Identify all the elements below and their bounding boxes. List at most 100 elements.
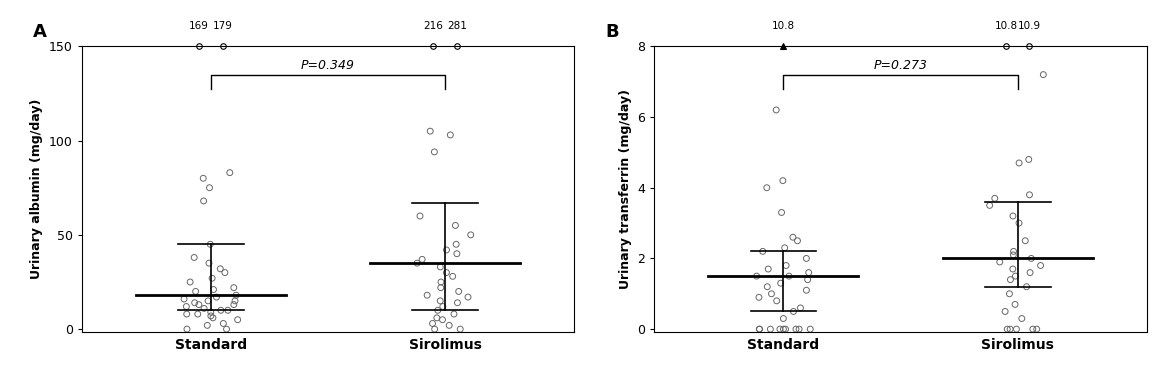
Point — [1000, 291, 1019, 297]
Point — [200, 260, 219, 266]
Point — [980, 202, 999, 208]
Point — [753, 248, 772, 254]
Point — [207, 294, 226, 300]
Point — [1004, 266, 1023, 272]
Point — [801, 326, 820, 332]
Point — [220, 169, 239, 176]
Point — [433, 317, 452, 323]
Point — [459, 294, 477, 300]
Point — [779, 273, 798, 279]
Point — [797, 256, 815, 262]
Point — [790, 326, 808, 332]
Y-axis label: Urinary transferrin (mg/day): Urinary transferrin (mg/day) — [619, 89, 632, 289]
Point — [1027, 326, 1046, 332]
Point — [786, 326, 805, 332]
Point — [798, 276, 817, 283]
Point — [773, 178, 792, 184]
Point — [1004, 248, 1023, 254]
Point — [178, 326, 197, 332]
Point — [1024, 326, 1042, 332]
Point — [425, 149, 443, 155]
Point — [461, 232, 480, 238]
Point — [1012, 315, 1031, 322]
Point — [421, 128, 440, 134]
Point — [776, 326, 794, 332]
Point — [446, 222, 464, 229]
Point — [1000, 326, 1019, 332]
Point — [431, 298, 449, 304]
Point — [200, 185, 219, 191]
Point — [426, 326, 445, 332]
Point — [427, 315, 446, 321]
Point — [174, 296, 193, 302]
Point — [194, 198, 213, 204]
Point — [448, 251, 467, 257]
Text: B: B — [605, 24, 619, 41]
Point — [768, 298, 786, 304]
Point — [447, 241, 466, 247]
Point — [215, 269, 234, 276]
Point — [1031, 262, 1049, 269]
Text: 216: 216 — [424, 21, 443, 31]
Point — [797, 287, 815, 293]
Point — [194, 305, 213, 312]
Text: 10.8: 10.8 — [772, 21, 794, 31]
Point — [996, 308, 1014, 315]
Point — [1007, 326, 1026, 332]
Point — [225, 284, 243, 291]
Point — [214, 320, 233, 327]
Point — [777, 262, 796, 269]
Point — [1019, 156, 1038, 163]
Point — [776, 245, 794, 251]
Point — [228, 317, 247, 323]
Point — [791, 305, 810, 311]
Point — [1010, 160, 1028, 166]
Point — [202, 275, 221, 281]
Point — [1021, 256, 1040, 262]
Point — [186, 288, 205, 295]
Point — [1002, 276, 1020, 283]
Point — [225, 301, 243, 308]
Point — [411, 213, 429, 219]
Point — [178, 311, 197, 317]
Point — [759, 266, 778, 272]
Point — [766, 107, 785, 113]
Point — [985, 195, 1004, 201]
Point — [750, 294, 769, 300]
Point — [1020, 192, 1039, 198]
Point — [750, 326, 769, 332]
Point — [211, 266, 229, 272]
Text: 10.8: 10.8 — [994, 21, 1018, 31]
Point — [431, 264, 449, 270]
Point — [1006, 301, 1025, 308]
Point — [990, 259, 1009, 265]
Point — [218, 326, 236, 332]
Point — [201, 313, 220, 319]
Point — [424, 320, 442, 327]
Point — [784, 308, 803, 315]
Point — [1017, 284, 1035, 290]
Point — [775, 326, 793, 332]
Point — [204, 315, 222, 321]
Point — [407, 260, 426, 266]
Text: 281: 281 — [447, 21, 467, 31]
Point — [1006, 273, 1025, 279]
Point — [998, 326, 1017, 332]
Point — [188, 311, 207, 317]
Point — [194, 175, 213, 181]
Text: 169: 169 — [190, 21, 209, 31]
Point — [1020, 269, 1039, 276]
Text: P=0.349: P=0.349 — [301, 59, 355, 72]
Point — [432, 279, 450, 285]
Point — [757, 185, 776, 191]
Point — [432, 284, 450, 291]
Point — [762, 291, 780, 297]
Point — [445, 311, 463, 317]
Point — [185, 254, 204, 261]
Point — [440, 322, 459, 328]
Point — [748, 273, 766, 279]
Point — [771, 280, 790, 286]
Point — [1016, 238, 1034, 244]
Point — [784, 234, 803, 240]
Point — [775, 315, 793, 322]
